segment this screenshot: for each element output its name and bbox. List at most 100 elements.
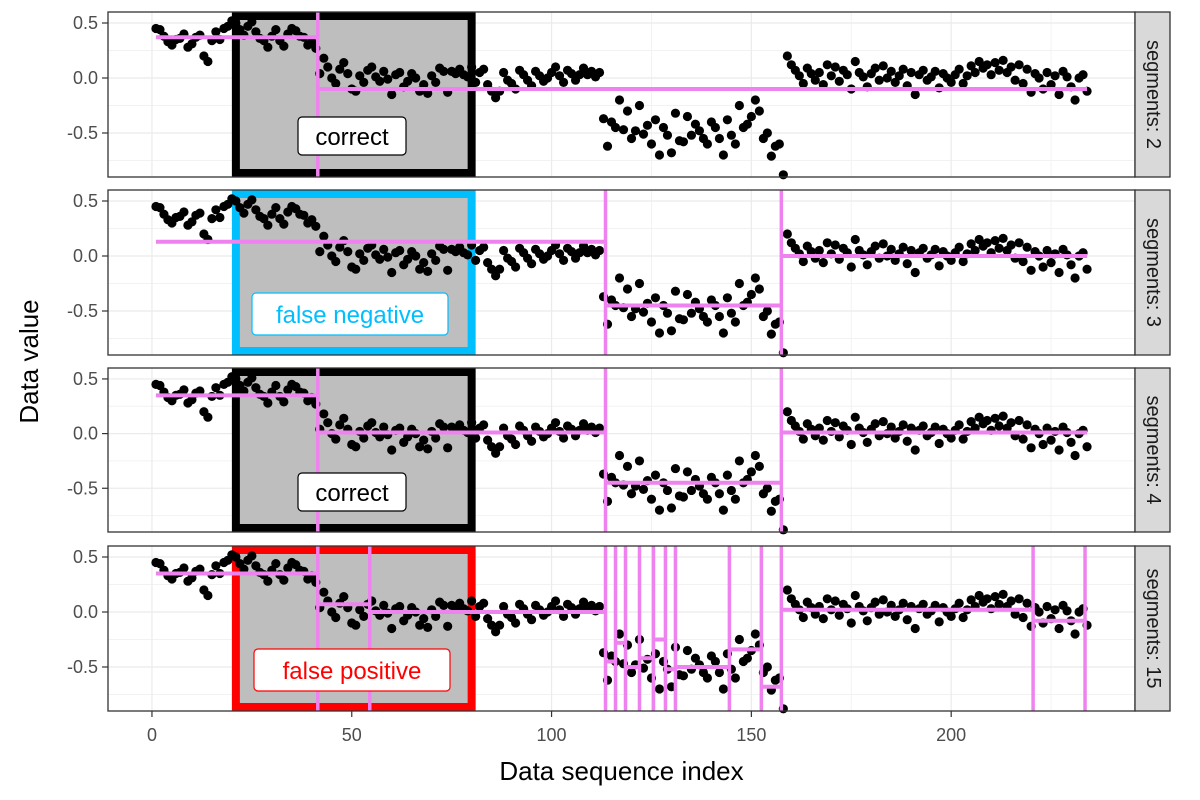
data-point bbox=[1082, 442, 1092, 452]
data-point bbox=[395, 67, 405, 78]
data-point bbox=[1046, 258, 1056, 268]
data-point bbox=[970, 67, 980, 78]
data-point bbox=[1026, 265, 1036, 275]
data-point bbox=[610, 122, 621, 133]
data-point bbox=[810, 75, 820, 85]
x-tick-label: 50 bbox=[342, 725, 362, 745]
data-point bbox=[750, 629, 760, 639]
data-point bbox=[634, 456, 645, 466]
data-point bbox=[271, 25, 281, 35]
data-point bbox=[934, 617, 944, 627]
data-point bbox=[443, 265, 453, 275]
data-point bbox=[994, 599, 1004, 609]
data-point bbox=[479, 64, 489, 74]
data-point bbox=[383, 74, 393, 84]
data-point bbox=[431, 255, 441, 265]
data-point bbox=[626, 489, 637, 499]
data-point bbox=[491, 271, 501, 281]
data-point bbox=[754, 284, 764, 294]
data-point bbox=[403, 76, 413, 86]
data-point bbox=[479, 598, 489, 608]
data-point bbox=[247, 373, 257, 383]
data-point bbox=[359, 611, 369, 622]
data-point bbox=[886, 600, 896, 611]
data-point bbox=[319, 409, 329, 419]
data-point bbox=[179, 385, 189, 395]
data-point bbox=[762, 483, 772, 493]
data-point bbox=[946, 77, 956, 87]
data-point bbox=[574, 248, 585, 258]
data-point bbox=[335, 242, 345, 252]
data-point bbox=[355, 249, 365, 259]
data-point bbox=[467, 62, 477, 72]
data-point bbox=[994, 421, 1004, 431]
data-point bbox=[762, 306, 772, 316]
data-point bbox=[443, 621, 453, 631]
data-point bbox=[239, 386, 249, 396]
data-point bbox=[439, 66, 449, 76]
data-point bbox=[1066, 260, 1076, 270]
data-point bbox=[1006, 418, 1016, 428]
data-point bbox=[251, 561, 261, 571]
data-point bbox=[367, 418, 377, 428]
data-point bbox=[746, 289, 756, 300]
data-point bbox=[1022, 242, 1032, 252]
data-point bbox=[319, 53, 329, 63]
data-point bbox=[279, 575, 289, 585]
data-point bbox=[766, 151, 776, 161]
data-point bbox=[742, 119, 752, 129]
data-point bbox=[994, 65, 1004, 75]
facet-strip-label: segments: 2 bbox=[1142, 40, 1164, 149]
x-tick-label: 100 bbox=[537, 725, 567, 745]
data-point bbox=[1054, 623, 1064, 634]
data-point bbox=[814, 245, 824, 256]
data-point bbox=[323, 418, 333, 428]
data-point bbox=[930, 422, 940, 432]
data-point bbox=[750, 95, 760, 105]
data-point bbox=[271, 380, 281, 391]
data-point bbox=[387, 89, 397, 100]
data-point bbox=[415, 264, 425, 274]
data-point bbox=[578, 63, 589, 73]
data-point bbox=[387, 267, 397, 278]
data-point bbox=[1022, 420, 1032, 430]
data-point bbox=[878, 595, 888, 605]
data-point bbox=[886, 244, 896, 254]
data-point bbox=[594, 67, 605, 78]
data-point bbox=[411, 251, 421, 261]
data-point bbox=[578, 241, 589, 251]
data-point bbox=[834, 610, 844, 620]
data-point bbox=[279, 219, 289, 229]
data-point bbox=[630, 126, 641, 136]
data-point bbox=[239, 208, 249, 218]
data-point bbox=[890, 255, 900, 265]
data-point bbox=[379, 600, 389, 611]
facet-panel: false positive segments: 15 -0.5 0.0 0.5 bbox=[67, 545, 1171, 714]
data-point bbox=[930, 66, 940, 76]
facet-strip-label: segments: 15 bbox=[1142, 568, 1164, 688]
data-point bbox=[419, 258, 429, 268]
data-point bbox=[307, 215, 317, 225]
data-point bbox=[1054, 445, 1064, 455]
data-point bbox=[1042, 423, 1052, 433]
status-label: false positive bbox=[283, 658, 422, 685]
data-point bbox=[830, 596, 840, 606]
data-point bbox=[846, 618, 856, 628]
data-point bbox=[439, 244, 449, 254]
data-point bbox=[654, 150, 665, 160]
data-point bbox=[307, 37, 317, 47]
data-point bbox=[598, 114, 609, 124]
data-point bbox=[618, 125, 629, 135]
data-point bbox=[722, 293, 732, 303]
data-point bbox=[479, 242, 489, 252]
data-point bbox=[990, 413, 1000, 423]
data-point bbox=[467, 418, 477, 428]
data-point bbox=[862, 260, 872, 270]
data-point bbox=[423, 622, 433, 633]
data-point bbox=[918, 421, 928, 431]
data-point bbox=[311, 221, 321, 231]
data-point bbox=[179, 563, 189, 573]
facet-panel: false negative segments: 3 -0.5 0.0 0.5 bbox=[67, 189, 1171, 358]
data-point bbox=[822, 238, 832, 248]
data-point bbox=[850, 412, 860, 422]
